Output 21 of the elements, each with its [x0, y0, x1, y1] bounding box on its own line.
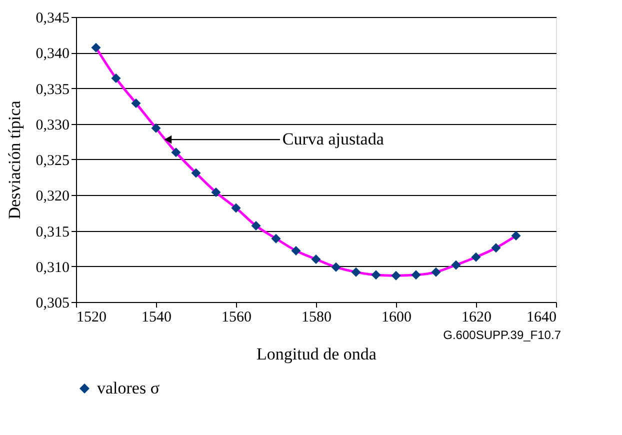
legend-label: valores σ: [97, 378, 160, 398]
x-tick-label: 1560: [222, 310, 252, 326]
y-tick-label: 0,340: [36, 46, 70, 62]
y-tick-label: 0,310: [36, 260, 70, 276]
x-tick-label: 1600: [382, 310, 412, 326]
y-tick-label: 0,330: [36, 117, 70, 134]
text: G.600SUPP.39_F10.7: [443, 328, 562, 342]
x-tick-label: 1640: [526, 310, 556, 326]
x-tick-label: 1580: [302, 310, 332, 326]
x-tick-label: 1520: [76, 310, 106, 326]
x-tick-label: 1620: [462, 310, 492, 326]
y-tick-label: 0,335: [36, 82, 70, 98]
y-tick-label: 0,315: [36, 224, 70, 240]
x-axis-title: Longitud de onda: [256, 344, 377, 364]
annotation: Curva ajustada: [282, 130, 384, 149]
y-tick-label: 0,320: [36, 188, 70, 205]
x-tick-label: 1540: [142, 310, 172, 326]
y-tick-label: 0,345: [36, 10, 70, 26]
y-tick-label: 0,305: [36, 296, 70, 312]
y-tick-label: 0,325: [36, 153, 70, 169]
y-axis-title: Desviación típica: [4, 100, 24, 220]
